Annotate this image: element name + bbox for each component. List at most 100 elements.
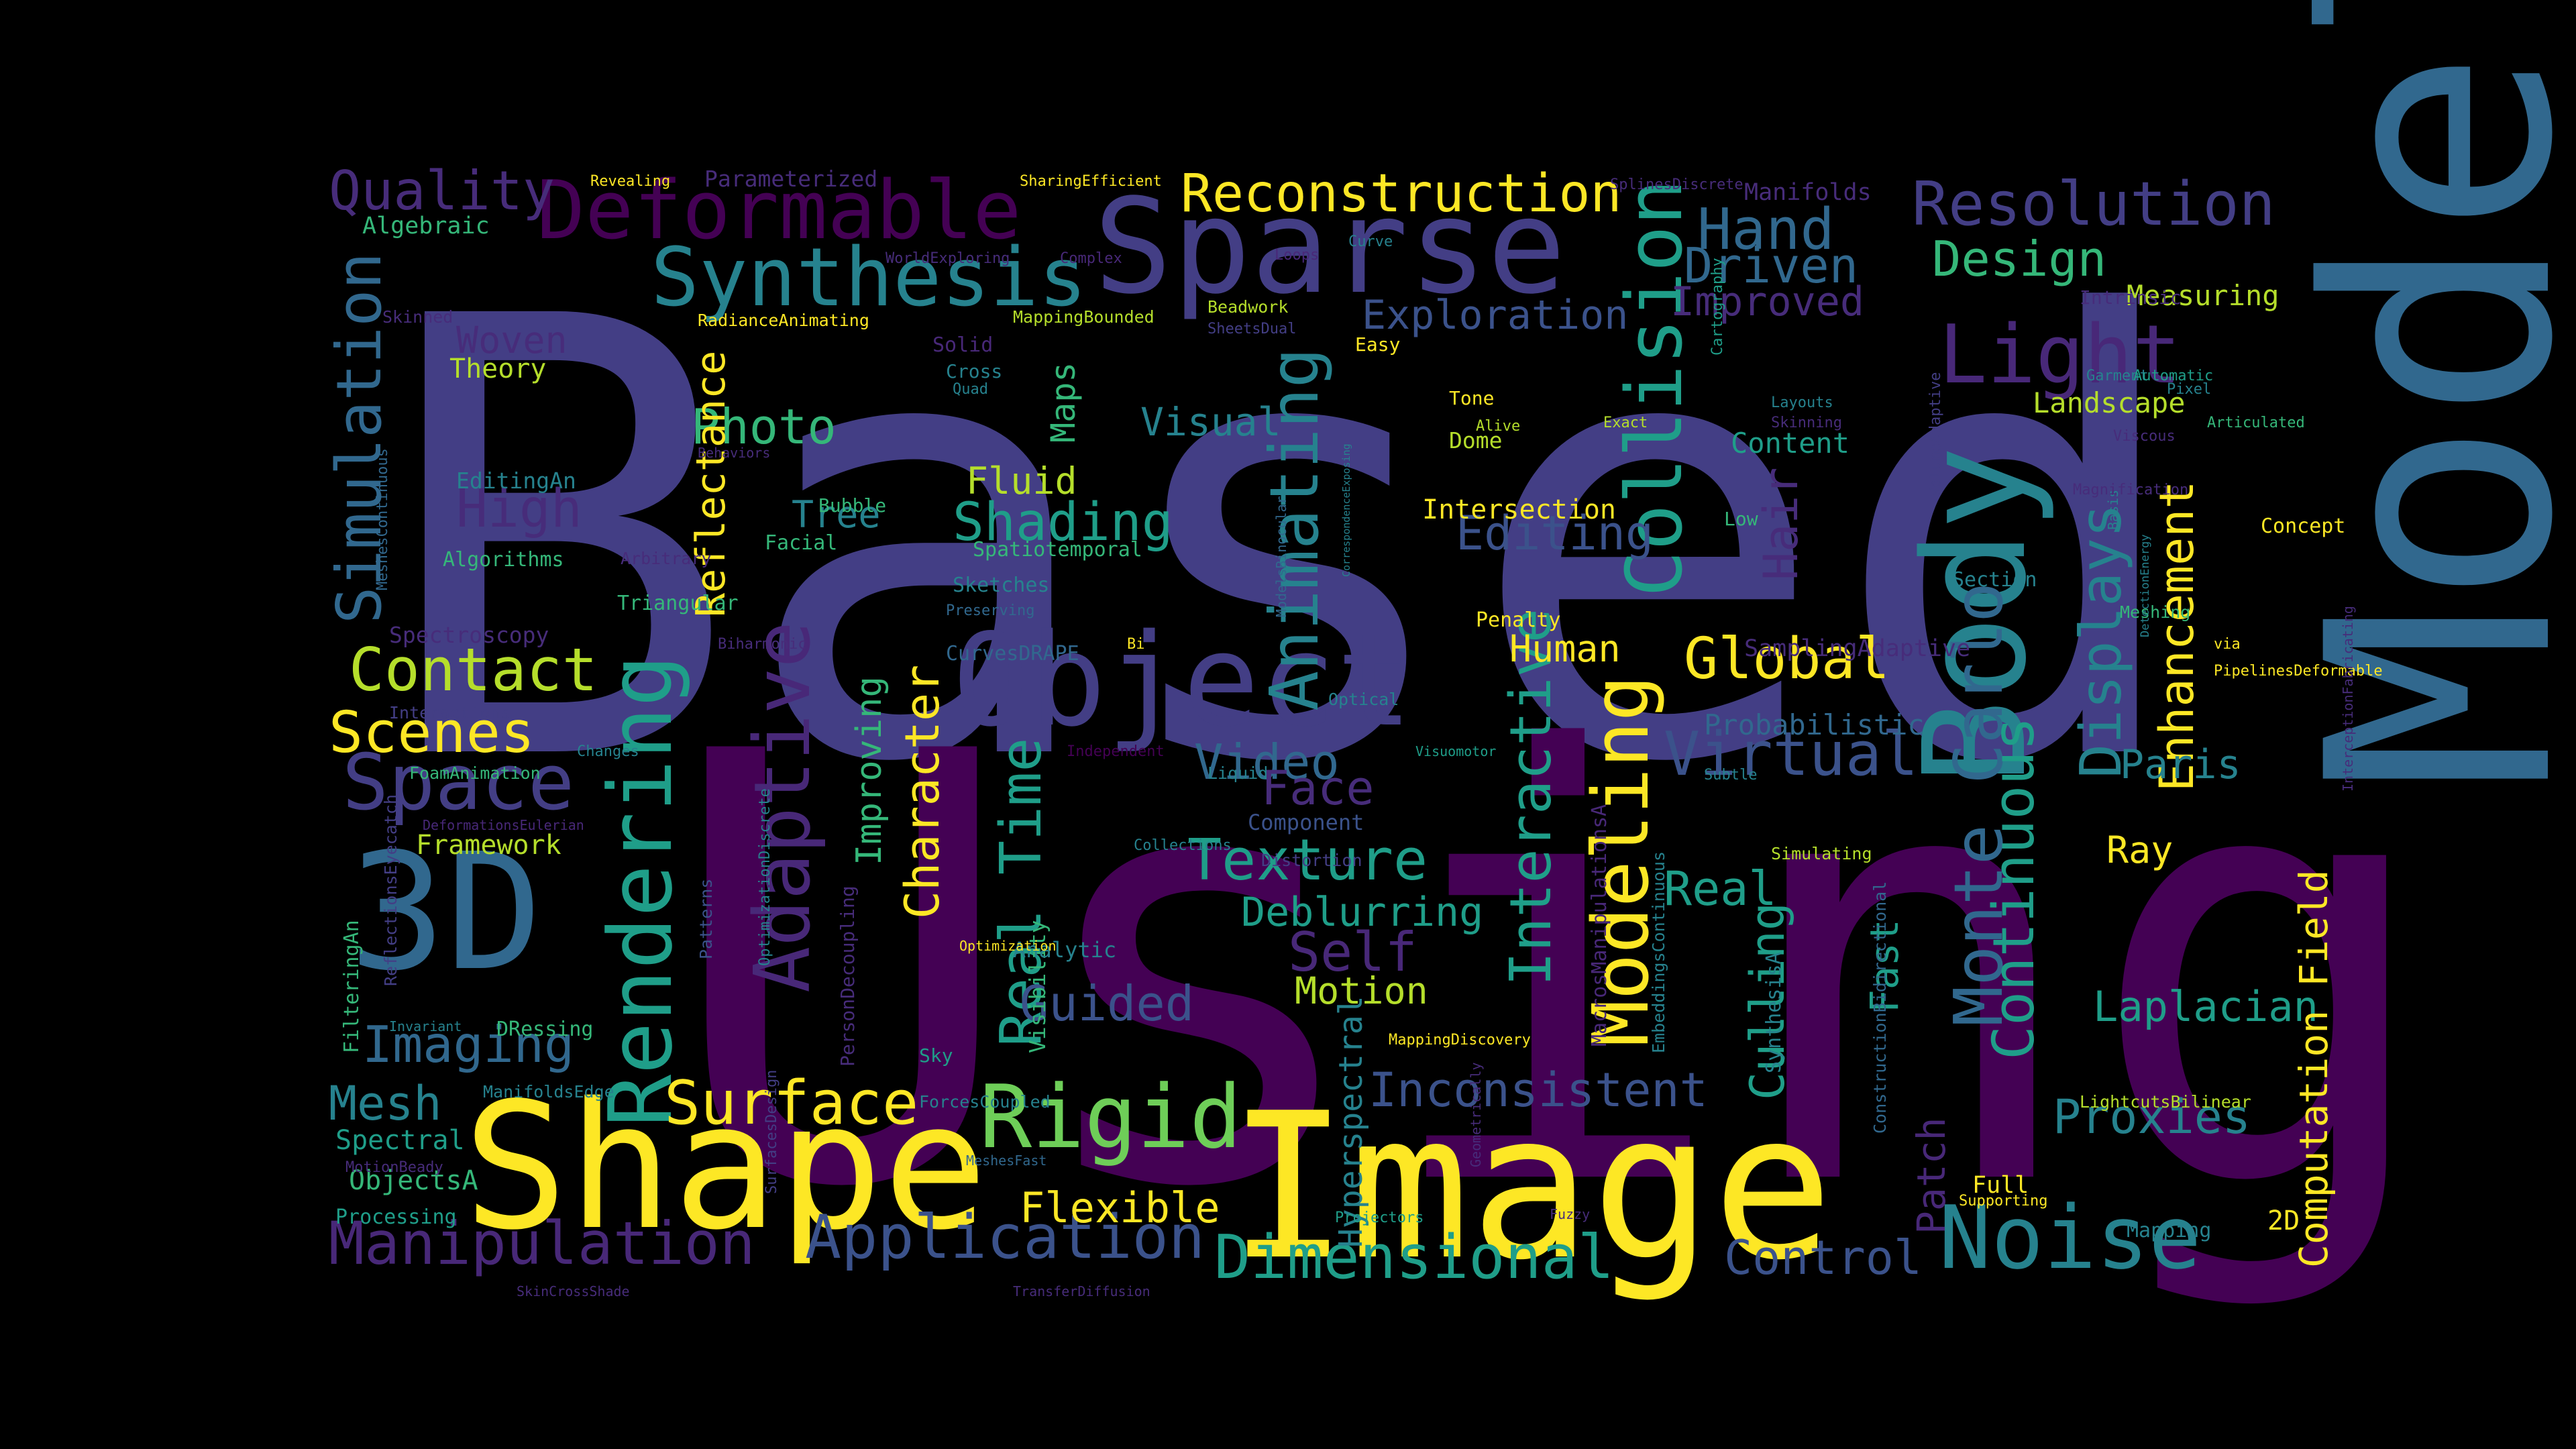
cloud-word: Component <box>1248 810 1364 835</box>
cloud-word: Ray <box>2106 828 2174 871</box>
cloud-word: Imaging <box>362 1015 575 1074</box>
cloud-word: Landscape <box>2033 386 2186 419</box>
cloud-word: Real <box>1664 861 1777 916</box>
cloud-word: Manifolds <box>1744 179 1872 206</box>
cloud-word: Control <box>1724 1230 1923 1285</box>
cloud-word: Patterns <box>696 878 716 959</box>
cloud-word: Intrinsic <box>2080 286 2182 309</box>
cloud-word: Based <box>376 192 2194 894</box>
cloud-word: Supporting <box>1959 1193 2048 1210</box>
cloud-word: Quad <box>953 381 988 398</box>
cloud-word: Improving <box>849 676 890 865</box>
cloud-word: Penalty <box>1476 608 1561 632</box>
cloud-word: Analytic <box>1013 937 1117 963</box>
cloud-word: Dome <box>1449 427 1503 453</box>
cloud-word: Flexible <box>1020 1183 1220 1232</box>
cloud-word: Arbitrary <box>621 549 712 568</box>
cloud-word: Skinned <box>382 307 453 327</box>
cloud-word: Meshing <box>2120 602 2191 622</box>
cloud-word: Deblurring <box>1241 889 1484 936</box>
cloud-word: Spectroscopy <box>389 622 549 648</box>
cloud-word: Loops <box>1275 247 1320 264</box>
cloud-word: Beadwork <box>1208 297 1289 317</box>
cloud-word: Maps <box>1044 362 1083 443</box>
cloud-word: Patch <box>1909 1117 1954 1234</box>
cloud-word: Geometrically <box>1468 1062 1484 1167</box>
cloud-word: Complex <box>1060 250 1122 267</box>
cloud-word: ModelsBinocular <box>1273 496 1289 617</box>
cloud-word: OptimizationDiscrete <box>757 788 773 966</box>
cloud-word: Solid <box>932 333 994 357</box>
cloud-word: Virtual <box>1664 719 1919 790</box>
cloud-word: Projectors <box>1335 1210 1424 1226</box>
cloud-word: Optimization <box>959 938 1057 954</box>
cloud-word: MappingDiscovery <box>1389 1032 1531 1049</box>
cloud-word: ManifoldsEdge <box>483 1082 614 1102</box>
cloud-word: MeshesFast <box>966 1152 1047 1169</box>
cloud-word: Space <box>342 738 575 828</box>
cloud-word: Biharmonic <box>718 636 807 653</box>
cloud-word: SamplingAdaptive <box>1744 635 1971 662</box>
cloud-word: Low <box>1724 508 1758 530</box>
cloud-word: Easy <box>1355 333 1401 356</box>
cloud-word: Shape <box>463 1066 988 1269</box>
cloud-word: Fuzzy <box>1550 1206 1591 1222</box>
cloud-word: Design <box>1932 231 2107 287</box>
cloud-word: Distortion <box>1261 851 1362 870</box>
cloud-word: Full <box>1972 1172 2029 1199</box>
cloud-word: ForcesCoupled <box>919 1092 1051 1112</box>
cloud-word: Shading <box>953 492 1173 553</box>
cloud-word: SynthesisA <box>1762 952 1786 1073</box>
cloud-word: PersonDecoupling <box>837 885 859 1067</box>
cloud-word: Exploration <box>1362 292 1629 339</box>
cloud-word: Processing <box>335 1205 457 1229</box>
cloud-word: Application <box>805 1202 1205 1273</box>
cloud-word: FilteringAn <box>340 920 364 1053</box>
cloud-word: Synthesis <box>651 231 1087 325</box>
cloud-word: Spectral <box>335 1125 465 1156</box>
cloud-word: Global <box>1684 626 1890 692</box>
cloud-word: Manipulation <box>329 1209 755 1278</box>
cloud-word: Tone <box>1449 387 1495 409</box>
cloud-word: Articulated <box>2207 415 2305 431</box>
cloud-word: Object <box>953 606 1413 755</box>
cloud-word: Garment <box>2086 368 2149 384</box>
cloud-word: Hair <box>1754 467 1809 580</box>
cloud-word: Continuous <box>1981 716 2047 1060</box>
cloud-word: Inconsistent <box>1368 1063 1708 1118</box>
cloud-word: Bi <box>1127 636 1145 653</box>
cloud-word: Concept <box>2261 515 2346 538</box>
cloud-word: Texture <box>1187 827 1428 894</box>
cloud-word: Editing <box>1456 506 1654 561</box>
cloud-word: InterceptionFabricating <box>2340 606 2356 792</box>
cloud-word: Quality <box>329 160 555 222</box>
cloud-word: Displays <box>2068 503 2135 778</box>
cloud-word: Self <box>1288 921 1417 983</box>
cloud-word: Guided <box>1020 975 1195 1032</box>
cloud-word: 2D <box>2267 1205 2300 1236</box>
cloud-word: EmbeddingsContinuous <box>1649 851 1668 1053</box>
cloud-word: VolumeAdaptive <box>1927 372 1944 496</box>
cloud-word: Simulating <box>1771 844 1872 863</box>
cloud-word: LightcutsBilinear <box>2080 1092 2251 1112</box>
cloud-word: Framework <box>416 830 561 861</box>
cloud-word: Pixel <box>2167 381 2212 398</box>
cloud-word: EditingAn <box>456 468 576 494</box>
cloud-word: Sketches <box>953 574 1050 597</box>
cloud-word: Motion <box>1295 969 1428 1012</box>
cloud-word: Magnification <box>2073 482 2189 498</box>
cloud-word: Light <box>1939 309 2182 402</box>
cloud-word: Computation Field <box>2291 869 2337 1268</box>
cloud-word: Image <box>1228 1070 1834 1304</box>
cloud-word: Human <box>1509 627 1621 670</box>
cloud-word: Invariant <box>389 1018 462 1034</box>
cloud-word: Preserving <box>946 602 1035 619</box>
cloud-word: Liquid <box>1208 763 1269 783</box>
cloud-word: Alive <box>1476 418 1521 435</box>
cloud-word: Visuomotor <box>1415 743 1497 759</box>
cloud-word: Hand <box>1697 197 1835 263</box>
cloud-word: Independent <box>1067 743 1165 760</box>
cloud-word: Intersection <box>1422 494 1616 525</box>
cloud-word: Laplacian <box>2093 982 2318 1031</box>
